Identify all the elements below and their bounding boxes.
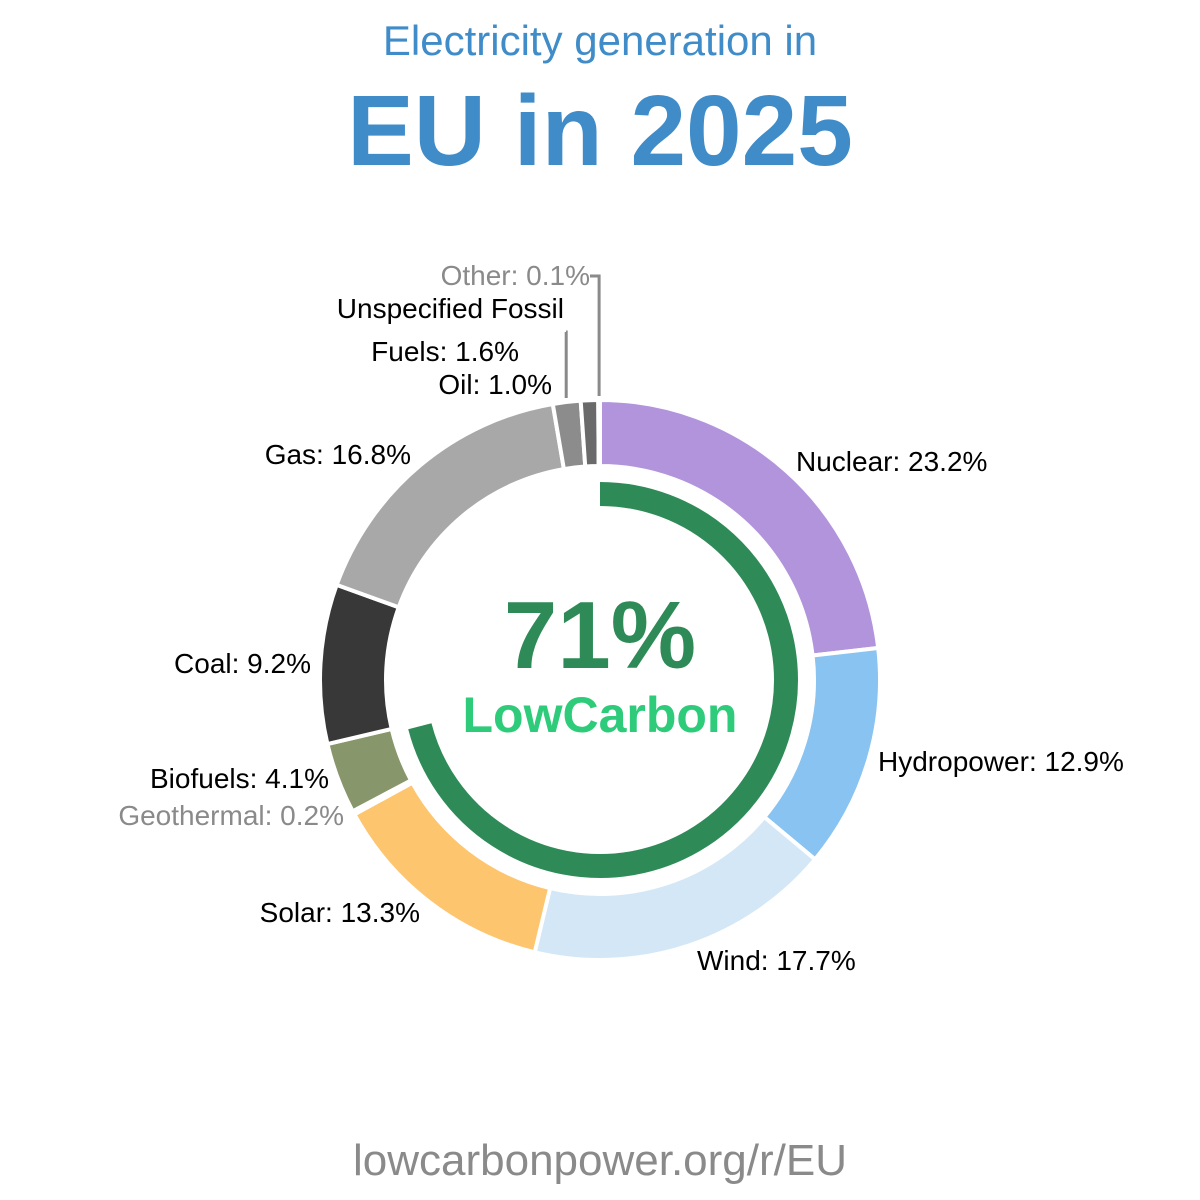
source-url: lowcarbonpower.org/r/EU <box>352 1136 847 1185</box>
label-coal: Coal: 9.2% <box>174 648 311 679</box>
label-wind: Wind: 17.7% <box>697 945 856 976</box>
lowcarbon-ring <box>408 482 798 878</box>
leader-other <box>590 274 601 397</box>
label-unspecified-fossil-line1: Unspecified Fossil <box>337 293 564 324</box>
donut-slices <box>318 397 882 962</box>
slice-coal <box>318 582 402 747</box>
center-lowcarbon-label: LowCarbon <box>463 687 738 743</box>
center-percentage: 71% <box>504 582 696 689</box>
label-gas: Gas: 16.8% <box>265 439 411 470</box>
slice-other <box>596 397 602 469</box>
lowcarbon-ring-group <box>408 482 798 878</box>
label-hydropower: Hydropower: 12.9% <box>878 746 1124 777</box>
label-nuclear: Nuclear: 23.2% <box>796 446 987 477</box>
label-solar: Solar: 13.3% <box>260 897 420 928</box>
leader-lines <box>564 274 601 399</box>
label-unspecified-fossil-line2: Fuels: 1.6% <box>371 336 519 367</box>
chart-subtitle: Electricity generation in <box>382 17 818 64</box>
label-biofuels: Biofuels: 4.1% <box>150 763 329 794</box>
label-other: Other: 0.1% <box>441 260 590 291</box>
slice-gas <box>334 401 567 610</box>
label-geothermal: Geothermal: 0.2% <box>118 800 344 831</box>
slice-oil <box>578 397 601 469</box>
chart-title: EU in 2025 <box>347 75 853 187</box>
slice-labels: Nuclear: 23.2% Hydropower: 12.9% Wind: 1… <box>118 260 1124 976</box>
label-oil: Oil: 1.0% <box>438 369 552 400</box>
